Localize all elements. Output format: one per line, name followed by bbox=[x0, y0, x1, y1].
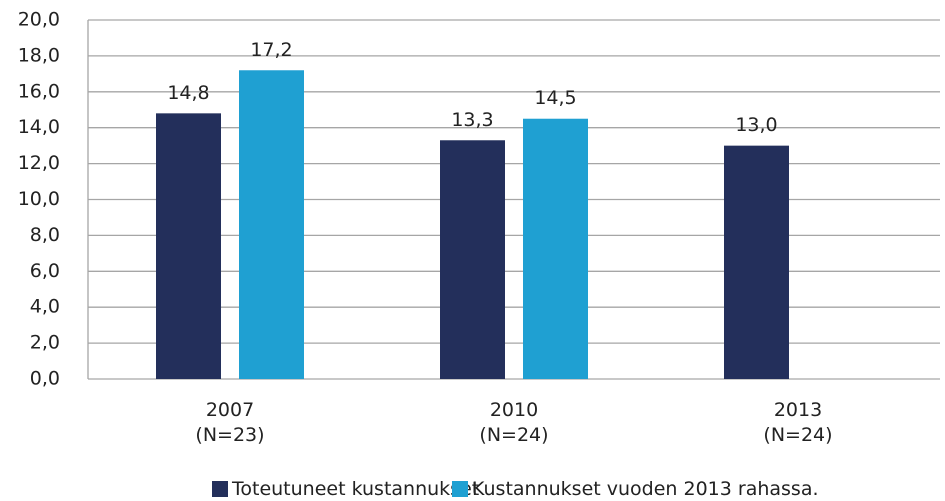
y-tick-label: 4,0 bbox=[30, 296, 60, 318]
y-tick-label: 2,0 bbox=[30, 332, 60, 354]
legend-item: Kustannukset vuoden 2013 rahassa. bbox=[452, 478, 819, 500]
legend-item: Toteutuneet kustannukset bbox=[212, 478, 479, 500]
y-tick-label: 10,0 bbox=[18, 188, 60, 210]
y-tick-label: 18,0 bbox=[18, 44, 60, 66]
x-tick-label: 2013 (N=24) bbox=[763, 399, 833, 446]
legend-label: Toteutuneet kustannukset bbox=[232, 478, 480, 500]
bar bbox=[724, 145, 789, 379]
value-label: 13,3 bbox=[451, 109, 493, 131]
legend-swatch bbox=[452, 481, 468, 497]
y-tick-label: 8,0 bbox=[30, 224, 60, 246]
y-tick-label: 6,0 bbox=[30, 260, 60, 282]
legend-swatch bbox=[212, 481, 228, 497]
y-tick-label: 14,0 bbox=[18, 116, 60, 138]
bar bbox=[440, 140, 505, 379]
bar bbox=[239, 70, 304, 379]
x-tick-label: 2010 (N=24) bbox=[479, 399, 549, 446]
value-label: 13,0 bbox=[735, 114, 777, 136]
y-tick-label: 16,0 bbox=[18, 80, 60, 102]
bar bbox=[156, 113, 221, 379]
value-label: 14,5 bbox=[534, 87, 576, 109]
value-label: 14,8 bbox=[167, 82, 209, 104]
y-tick-label: 20,0 bbox=[18, 9, 60, 31]
x-tick-label: 2007 (N=23) bbox=[195, 399, 265, 446]
y-tick-label: 0,0 bbox=[30, 368, 60, 390]
y-tick-label: 12,0 bbox=[18, 152, 60, 174]
value-label: 17,2 bbox=[250, 39, 292, 61]
legend-label: Kustannukset vuoden 2013 rahassa. bbox=[472, 478, 819, 500]
bar bbox=[523, 118, 588, 379]
